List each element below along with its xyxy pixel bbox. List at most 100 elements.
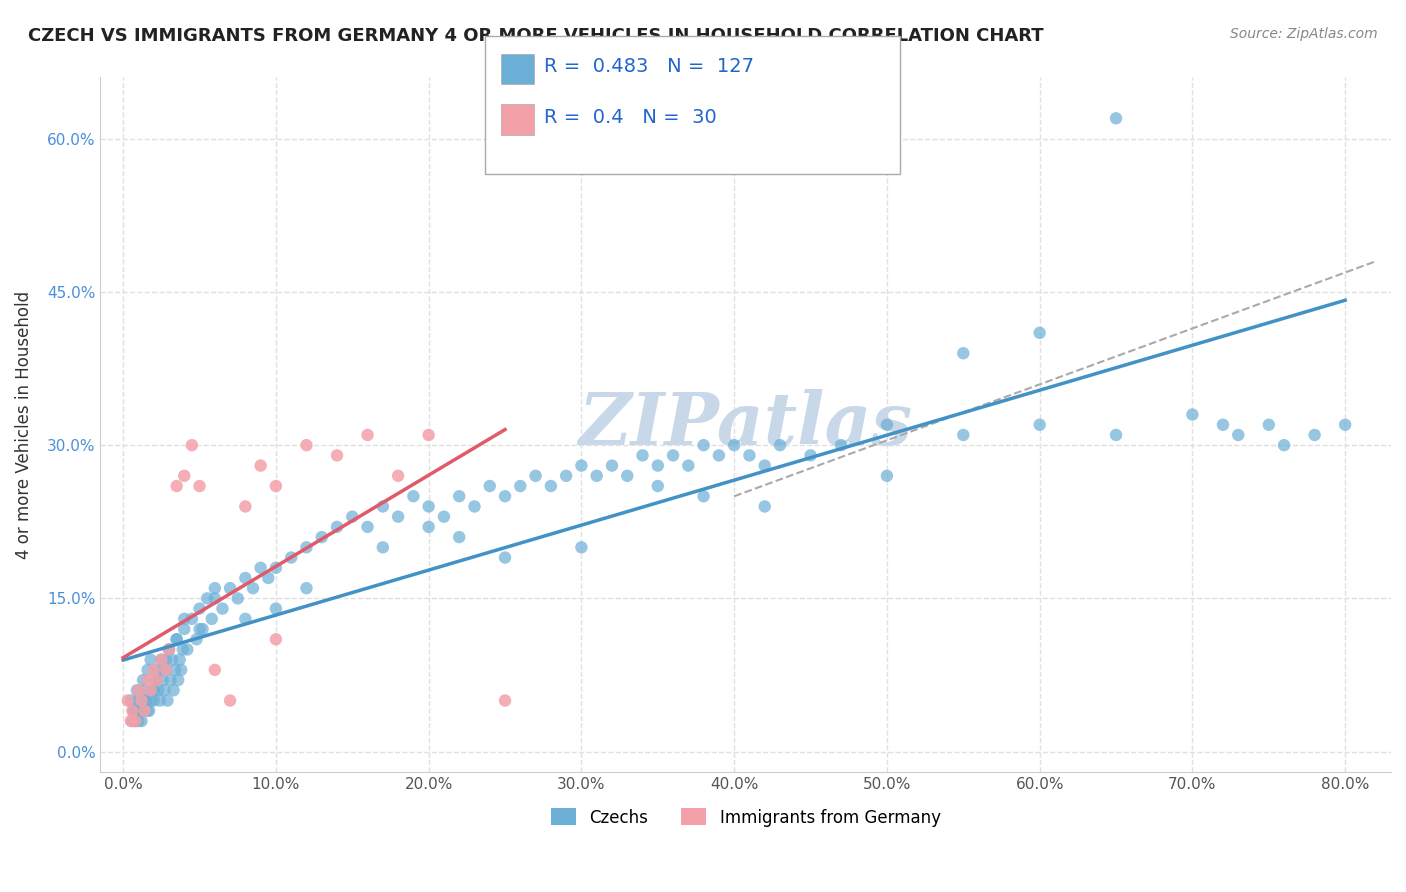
Point [1028, 326, 1050, 340]
Point [148, 683, 170, 698]
Point [264, 479, 287, 493]
Point [754, 500, 776, 514]
Point [264, 560, 287, 574]
Point [723, 438, 745, 452]
Point [235, 571, 257, 585]
Point [117, 693, 139, 707]
Point [631, 449, 654, 463]
Point [173, 622, 195, 636]
Point [131, 704, 153, 718]
Point [1181, 408, 1204, 422]
Point [124, 714, 146, 728]
Point [1303, 428, 1326, 442]
Point [280, 550, 302, 565]
Point [692, 438, 714, 452]
Point [157, 642, 180, 657]
Point [127, 714, 149, 728]
Point [387, 509, 409, 524]
Point [478, 479, 501, 493]
Point [129, 704, 152, 718]
Point [139, 693, 162, 707]
Point [356, 428, 378, 442]
Point [754, 458, 776, 473]
Point [494, 550, 516, 565]
Point [122, 704, 145, 718]
Point [195, 591, 218, 606]
Point [692, 489, 714, 503]
Point [952, 346, 974, 360]
Point [136, 663, 159, 677]
Point [170, 663, 193, 677]
Point [176, 642, 198, 657]
Point [135, 693, 157, 707]
Point [342, 509, 364, 524]
Point [121, 704, 143, 718]
Point [295, 581, 318, 595]
Point [509, 479, 531, 493]
Point [1212, 417, 1234, 432]
Point [1227, 428, 1250, 442]
Point [571, 458, 593, 473]
Point [264, 632, 287, 647]
Point [180, 612, 202, 626]
Point [155, 663, 177, 677]
Point [156, 693, 179, 707]
Point [150, 663, 173, 677]
Point [647, 479, 669, 493]
Point [402, 489, 425, 503]
Point [235, 500, 257, 514]
Point [172, 642, 194, 657]
Point [159, 673, 181, 687]
Y-axis label: 4 or more Vehicles in Household: 4 or more Vehicles in Household [15, 291, 32, 558]
Text: R =  0.4   N =  30: R = 0.4 N = 30 [544, 108, 717, 128]
Point [494, 693, 516, 707]
Point [418, 520, 440, 534]
Point [876, 468, 898, 483]
Point [150, 653, 173, 667]
Point [152, 673, 174, 687]
Point [662, 449, 685, 463]
Point [188, 622, 211, 636]
Point [149, 693, 172, 707]
Point [585, 468, 607, 483]
Point [211, 601, 233, 615]
Point [418, 428, 440, 442]
Point [136, 704, 159, 718]
Point [122, 704, 145, 718]
Point [120, 714, 142, 728]
Point [418, 500, 440, 514]
Point [155, 653, 177, 667]
Legend: Czechs, Immigrants from Germany: Czechs, Immigrants from Germany [544, 802, 948, 833]
Point [166, 632, 188, 647]
Text: CZECH VS IMMIGRANTS FROM GERMANY 4 OR MORE VEHICLES IN HOUSEHOLD CORRELATION CHA: CZECH VS IMMIGRANTS FROM GERMANY 4 OR MO… [28, 27, 1043, 45]
Point [120, 693, 142, 707]
Point [131, 714, 153, 728]
Point [167, 673, 190, 687]
Point [371, 541, 394, 555]
Point [142, 693, 165, 707]
Point [153, 683, 176, 698]
Point [124, 714, 146, 728]
Point [142, 683, 165, 698]
Point [876, 417, 898, 432]
Point [494, 489, 516, 503]
Point [242, 581, 264, 595]
Point [142, 663, 165, 677]
Point [738, 449, 761, 463]
Point [326, 520, 349, 534]
Point [180, 438, 202, 452]
Point [188, 479, 211, 493]
Point [616, 468, 638, 483]
Point [799, 449, 821, 463]
Point [1105, 112, 1128, 126]
Point [141, 683, 163, 698]
Point [145, 663, 167, 677]
Point [201, 612, 224, 626]
Point [173, 612, 195, 626]
Point [134, 704, 156, 718]
Point [264, 601, 287, 615]
Point [162, 683, 184, 698]
Point [124, 714, 146, 728]
Point [145, 673, 167, 687]
Point [219, 581, 242, 595]
